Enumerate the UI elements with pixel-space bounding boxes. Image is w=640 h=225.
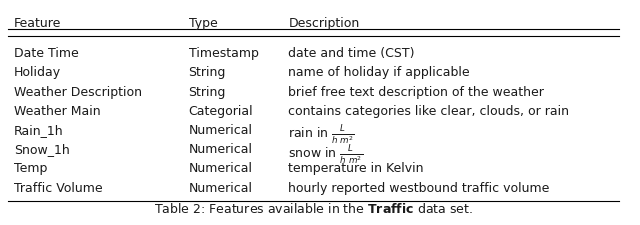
Text: String: String <box>189 85 226 98</box>
Text: Weather Description: Weather Description <box>14 85 142 98</box>
Text: Numerical: Numerical <box>189 181 253 194</box>
Text: date and time (CST): date and time (CST) <box>289 47 415 60</box>
Text: temperature in Kelvin: temperature in Kelvin <box>289 162 424 175</box>
Text: String: String <box>189 66 226 79</box>
Text: Numerical: Numerical <box>189 162 253 175</box>
Text: Snow_1h: Snow_1h <box>14 142 70 155</box>
Text: Description: Description <box>289 17 360 30</box>
Text: brief free text description of the weather: brief free text description of the weath… <box>289 85 545 98</box>
Text: Numerical: Numerical <box>189 123 253 136</box>
Text: Numerical: Numerical <box>189 142 253 155</box>
Text: snow in $\frac{L}{h\ m^2}$: snow in $\frac{L}{h\ m^2}$ <box>289 142 364 166</box>
Text: Holiday: Holiday <box>14 66 61 79</box>
Text: rain in $\frac{L}{h\ m^2}$: rain in $\frac{L}{h\ m^2}$ <box>289 123 355 147</box>
Text: Traffic Volume: Traffic Volume <box>14 181 102 194</box>
Text: Categorial: Categorial <box>189 104 253 117</box>
Text: contains categories like clear, clouds, or rain: contains categories like clear, clouds, … <box>289 104 570 117</box>
Text: Temp: Temp <box>14 162 47 175</box>
Text: Date Time: Date Time <box>14 47 79 60</box>
Text: Weather Main: Weather Main <box>14 104 100 117</box>
Text: hourly reported westbound traffic volume: hourly reported westbound traffic volume <box>289 181 550 194</box>
Text: Type: Type <box>189 17 218 30</box>
Text: name of holiday if applicable: name of holiday if applicable <box>289 66 470 79</box>
Text: Feature: Feature <box>14 17 61 30</box>
Text: Table 2: Features available in the $\mathbf{Traffic}$ data set.: Table 2: Features available in the $\mat… <box>154 201 473 215</box>
Text: Rain_1h: Rain_1h <box>14 123 63 136</box>
Text: Timestamp: Timestamp <box>189 47 259 60</box>
